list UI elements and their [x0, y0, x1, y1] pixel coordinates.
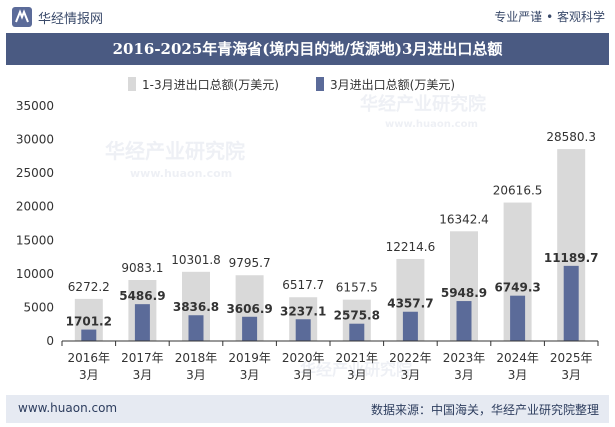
- top-bar: 华经情报网 专业严谨 • 客观科学: [0, 0, 615, 33]
- x-tick-label-year: 2018年: [175, 351, 218, 365]
- watermark-text: 华经产业研究院: [105, 139, 245, 163]
- x-tick-label-year: 2022年: [389, 351, 432, 365]
- data-labels-layer: 6272.2 1701.2 9083.1 5486.9 10301.8 3836.8 979…: [66, 130, 599, 328]
- data-label-march: 2575.8: [334, 309, 380, 323]
- bar-march: [510, 295, 526, 341]
- footer-source: 数据来源：中国海关，华经产业研究院整理: [370, 403, 599, 417]
- bar-march: [456, 301, 472, 341]
- y-tick-label: 35000: [16, 99, 54, 113]
- x-tick-label-month: 3月: [347, 368, 367, 382]
- data-label-total: 12214.6: [386, 240, 436, 254]
- data-label-march: 5486.9: [119, 289, 165, 303]
- chart-legend: 1-3月进出口总额(万美元) 3月进出口总额(万美元): [128, 77, 455, 92]
- x-tick-label-month: 3月: [186, 368, 206, 382]
- y-tick-label: 30000: [16, 133, 54, 147]
- legend-swatch: [316, 77, 324, 91]
- data-label-total: 6517.7: [282, 278, 324, 292]
- y-tick-label: 20000: [16, 200, 54, 214]
- data-label-march: 6749.3: [494, 281, 540, 295]
- data-label-march: 3836.8: [173, 300, 219, 314]
- x-tick-label-month: 3月: [454, 368, 474, 382]
- y-axis: 0 5000 10000 15000 20000 25000 30000 35000: [16, 99, 54, 348]
- data-label-total: 28580.3: [546, 130, 596, 144]
- legend-label: 1-3月进出口总额(万美元): [142, 78, 279, 92]
- x-tick-label-month: 3月: [401, 368, 421, 382]
- legend-swatch: [128, 77, 136, 91]
- x-tick-label-month: 3月: [133, 368, 153, 382]
- y-tick-label: 25000: [16, 166, 54, 180]
- bar-march: [402, 311, 418, 341]
- x-tick-label-year: 2016年: [68, 351, 111, 365]
- watermark-text: 华经产业研究院: [300, 360, 412, 379]
- data-label-total: 6157.5: [336, 281, 378, 295]
- data-label-march: 3237.1: [280, 304, 326, 318]
- title-band: 2016-2025年青海省(境内目的地/货源地)3月进出口总额: [6, 33, 609, 65]
- x-tick-label-year: 2020年: [282, 351, 325, 365]
- data-label-march: 4357.7: [387, 297, 433, 311]
- data-label-march: 1701.2: [66, 315, 112, 329]
- chart-title: 2016-2025年青海省(境内目的地/货源地)3月进出口总额: [112, 40, 503, 58]
- bar-march: [349, 323, 365, 341]
- data-label-march: 11189.7: [544, 251, 599, 265]
- y-tick-label: 5000: [23, 300, 54, 314]
- x-tick-label-month: 3月: [508, 368, 528, 382]
- huajing-logo-icon: [12, 7, 32, 27]
- slogan: 专业严谨 • 客观科学: [494, 10, 605, 24]
- x-tick-label-year: 2017年: [121, 351, 164, 365]
- footer-url[interactable]: www.huaon.com: [18, 401, 118, 415]
- x-tick-label-year: 2025年: [550, 351, 593, 365]
- x-tick-label-month: 3月: [561, 368, 581, 382]
- footer: www.huaon.com 数据来源：中国海关，华经产业研究院整理: [6, 395, 609, 423]
- x-tick-label-year: 2024年: [496, 351, 539, 365]
- x-tick-label-month: 3月: [79, 368, 99, 382]
- data-label-total: 20616.5: [493, 184, 543, 198]
- data-label-total: 9795.7: [229, 256, 271, 270]
- watermark-url: www.huaon.com: [130, 167, 232, 180]
- x-tick-label-year: 2019年: [228, 351, 271, 365]
- bar-march: [242, 316, 258, 341]
- data-label-total: 16342.4: [439, 212, 489, 226]
- x-tick-label-year: 2023年: [443, 351, 486, 365]
- x-tick-label-month: 3月: [293, 368, 313, 382]
- data-label-total: 6272.2: [68, 280, 110, 294]
- legend-label: 3月进出口总额(万美元): [330, 78, 455, 92]
- x-axis: 2016年 3月 2017年 3月 2018年 3月 2019年 3月 2020年 3月 2021年…: [61, 340, 599, 382]
- bar-march: [563, 265, 579, 341]
- data-label-march: 5948.9: [441, 286, 487, 300]
- watermark-layer: 华经产业研究院华经产业研究院华经产业研究院www.huaon.comwww.hu…: [105, 93, 486, 379]
- bars-layer: [74, 149, 586, 341]
- y-tick-label: 15000: [16, 233, 54, 247]
- site-name: 华经情报网: [38, 12, 104, 27]
- y-tick-label: 10000: [16, 267, 54, 281]
- watermark-url: www.huaon.com: [385, 119, 478, 130]
- data-label-march: 3606.9: [226, 302, 272, 316]
- bar-march: [295, 319, 311, 341]
- y-tick-label: 0: [46, 334, 54, 348]
- data-label-total: 9083.1: [121, 261, 163, 275]
- bar-march: [81, 329, 97, 341]
- bar-chart: 华经产业研究院华经产业研究院华经产业研究院www.huaon.comwww.hu…: [16, 77, 599, 382]
- bar-march: [134, 304, 150, 341]
- x-tick-label-month: 3月: [240, 368, 260, 382]
- x-tick-label-year: 2021年: [336, 351, 379, 365]
- data-label-total: 10301.8: [171, 253, 221, 267]
- bar-march: [188, 315, 204, 341]
- watermark-text: 华经产业研究院: [360, 93, 486, 115]
